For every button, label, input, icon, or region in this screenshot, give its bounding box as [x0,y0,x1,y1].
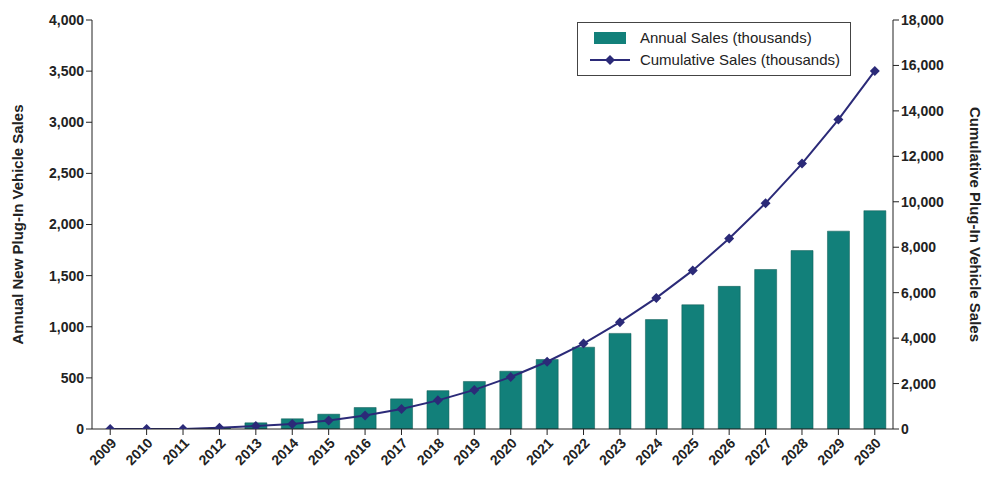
svg-text:2025: 2025 [669,435,702,468]
svg-text:2,000: 2,000 [49,216,84,232]
svg-text:0: 0 [901,421,909,437]
svg-text:3,000: 3,000 [49,114,84,130]
svg-text:2030: 2030 [851,435,884,468]
svg-text:2026: 2026 [705,435,738,468]
svg-text:2021: 2021 [523,435,556,468]
svg-text:2029: 2029 [814,435,847,468]
svg-text:2022: 2022 [559,435,592,468]
svg-text:2020: 2020 [487,435,520,468]
svg-text:2,500: 2,500 [49,165,84,181]
svg-text:2018: 2018 [414,435,447,468]
svg-text:1,500: 1,500 [49,268,84,284]
svg-text:2009: 2009 [86,435,119,468]
svg-text:4,000: 4,000 [901,330,936,346]
svg-text:16,000: 16,000 [901,57,944,73]
svg-text:0: 0 [76,421,84,437]
svg-text:2016: 2016 [341,435,374,468]
svg-text:2,000: 2,000 [901,376,936,392]
svg-text:10,000: 10,000 [901,194,944,210]
svg-text:3,500: 3,500 [49,63,84,79]
svg-text:14,000: 14,000 [901,103,944,119]
svg-text:6,000: 6,000 [901,285,936,301]
svg-text:2011: 2011 [159,435,192,468]
svg-text:1,000: 1,000 [49,319,84,335]
svg-text:2010: 2010 [122,435,155,468]
html-text:Cumulative Sales (thousands): Cumulative Sales (thousands) [639,51,840,68]
svg-text:2027: 2027 [741,435,774,468]
svg-text:2019: 2019 [450,435,483,468]
svg-text:2012: 2012 [195,435,228,468]
svg-text:2013: 2013 [232,435,265,468]
svg-text:2024: 2024 [632,435,665,468]
svg-text:2023: 2023 [596,435,629,468]
html-text:Annual Sales (thousands): Annual Sales (thousands) [639,29,812,46]
svg-text:2017: 2017 [377,435,410,468]
svg-text:Cumulative Plug-In Vehicle Sal: Cumulative Plug-In Vehicle Sales [967,107,984,342]
svg-text:2028: 2028 [778,435,811,468]
svg-text:18,000: 18,000 [901,12,944,28]
svg-text:500: 500 [61,370,85,386]
svg-text:2014: 2014 [268,435,301,468]
svg-text:4,000: 4,000 [49,12,84,28]
svg-text:2015: 2015 [304,435,337,468]
svg-text:Annual New Plug-In Vehicle Sal: Annual New Plug-In Vehicle Sales [9,104,26,344]
svg-text:8,000: 8,000 [901,239,936,255]
svg-text:12,000: 12,000 [901,148,944,164]
